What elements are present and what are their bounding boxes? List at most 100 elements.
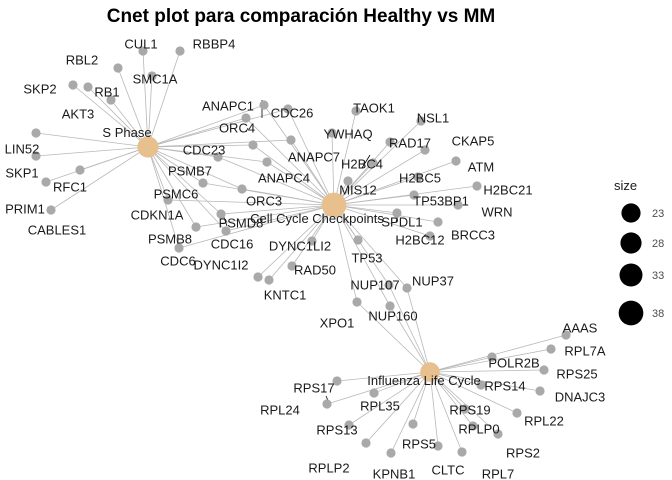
edge-cables1-sphase	[50, 146, 149, 211]
plot-title: Cnet plot para comparación Healthy vs MM	[107, 6, 496, 27]
gene-node-tp53bp1	[409, 190, 419, 200]
edge-psmc6-sphase	[147, 146, 204, 184]
gene-node-aaas	[561, 330, 571, 340]
edge-cdc6-cellcycle	[178, 204, 335, 249]
gene-label-kpnb1: KPNB1	[373, 467, 416, 480]
edge-anapc4-sphase	[147, 146, 268, 163]
leader-orc4	[245, 127, 249, 133]
gene-node-psmc6	[198, 178, 208, 188]
gene-label-psmb8: PSMB8	[148, 232, 192, 247]
gene-node-nup37	[402, 283, 412, 293]
edge-psmb7-cellcycle	[217, 156, 335, 206]
gene-node-h2bc4	[368, 158, 378, 168]
edge-xpo1-influenza	[356, 301, 431, 373]
gene-label-psmb7: PSMB7	[168, 164, 212, 179]
gene-label-cdc16: CDC16	[211, 237, 254, 252]
gene-node-wrn	[453, 200, 463, 210]
gene-label-skp1: SKP1	[5, 166, 38, 181]
edge-cdc23-cellcycle	[252, 144, 335, 206]
edge-rb1-sphase	[87, 86, 149, 148]
gene-node-cdc16	[221, 226, 231, 236]
edge-smc1a-sphase	[147, 75, 153, 148]
gene-node-dync1li2	[307, 236, 317, 246]
gene-label-nup107: NUP107	[350, 278, 399, 293]
gene-label-anapc7: ANAPC7	[288, 150, 340, 165]
gene-label-dync1li2: DYNC1LI2	[269, 239, 331, 254]
gene-node-dync1i2	[253, 272, 263, 282]
gene-label-dnajc3: DNAJC3	[555, 390, 606, 405]
gene-node-brcc3	[433, 217, 443, 227]
edge-cltc-influenza	[429, 371, 439, 447]
edge-anapc1-cellcycle	[263, 104, 335, 206]
gene-node-dnajc3	[535, 386, 545, 396]
gene-label-rbl2: RBL2	[66, 53, 99, 68]
gene-label-rb1: RB1	[94, 85, 119, 100]
gene-label-h2bc5: H2BC5	[399, 171, 441, 186]
gene-label-prim1: PRIM1	[5, 202, 45, 217]
edge-nup107-influenza	[388, 284, 431, 373]
gene-node-rplp2	[361, 438, 371, 448]
edge-rps13-influenza	[348, 371, 431, 426]
edge-rplp0-influenza	[429, 371, 474, 427]
edge-kpnb1-influenza	[390, 371, 431, 454]
edge-skp1-sphase	[35, 146, 149, 157]
edge-psmb8-sphase	[147, 146, 197, 228]
gene-node-orc3	[237, 184, 247, 194]
gene-label-atm: ATM	[468, 160, 494, 175]
gene-node-rb1	[83, 82, 93, 92]
edge-nup37-cellcycle	[333, 204, 408, 289]
gene-label-rpl24: RPL24	[260, 403, 300, 418]
gene-label-skp2: SKP2	[23, 82, 56, 97]
category-node-sphase	[137, 136, 159, 158]
gene-node-kntc1	[264, 275, 274, 285]
gene-label-akt3: AKT3	[62, 107, 95, 122]
gene-node-lin52	[31, 128, 41, 138]
gene-node-spdl1	[392, 208, 402, 218]
gene-label-rps5: RPS5	[402, 437, 436, 452]
gene-label-rpl22: RPL22	[524, 414, 564, 429]
gene-node-psmb8	[191, 222, 201, 232]
gene-node-h2bc21	[472, 181, 482, 191]
edge-cdc16-cellcycle	[225, 204, 335, 232]
gene-label-cdc6: CDC6	[160, 254, 195, 269]
edge-rpl24-influenza	[326, 371, 431, 405]
edge-rbbp4-sphase	[147, 50, 181, 148]
edge-rpl7-influenza	[429, 371, 463, 453]
gene-node-orc4	[241, 113, 251, 123]
gene-node-rps2	[493, 429, 503, 439]
edge-xpo1-cellcycle	[333, 204, 358, 303]
edge-rbl2-sphase	[117, 67, 149, 148]
edge-anapc4-cellcycle	[266, 161, 335, 206]
edge-orc3-cellcycle	[241, 188, 335, 206]
gene-label-taok1: TAOK1	[353, 101, 395, 116]
category-label-cellcycle: Cell Cycle Checkpoints	[250, 211, 384, 226]
gene-label-cltc: CLTC	[432, 463, 465, 478]
gene-label-mis12: MIS12	[339, 183, 377, 198]
category-label-influenza: Influenza Life Cycle	[367, 373, 480, 388]
legend-key-33	[619, 263, 643, 287]
gene-label-orc3: ORC3	[246, 194, 282, 209]
edge-cdc16-sphase	[147, 146, 227, 232]
legend-key-23	[621, 203, 641, 223]
legend-label-33: 33	[652, 270, 664, 282]
gene-label-rps14: RPS14	[484, 379, 525, 394]
edge-h2bc5-cellcycle	[333, 176, 419, 206]
gene-node-h2bc5	[413, 172, 423, 182]
gene-label-kntc1: KNTC1	[264, 288, 307, 303]
gene-node-prim1	[41, 177, 51, 187]
gene-node-rpl7a	[546, 344, 556, 354]
gene-label-rpl35: RPL35	[360, 399, 400, 414]
gene-label-nup160: NUP160	[368, 309, 417, 324]
edge-orc3-sphase	[147, 146, 243, 190]
edge-cdc6-sphase	[147, 146, 180, 249]
edge-nup107-cellcycle	[333, 204, 390, 286]
gene-label-rfc1: RFC1	[53, 180, 87, 195]
gene-node-rbbp4	[175, 46, 185, 56]
gene-node-rps14	[476, 380, 486, 390]
edge-rps17-influenza	[336, 371, 431, 382]
gene-node-rfc1	[75, 165, 85, 175]
gene-label-xpo1: XPO1	[320, 316, 355, 331]
gene-label-smc1a: SMC1A	[133, 72, 178, 87]
gene-node-rpl7	[457, 447, 467, 457]
gene-label-cul1: CUL1	[124, 37, 157, 52]
